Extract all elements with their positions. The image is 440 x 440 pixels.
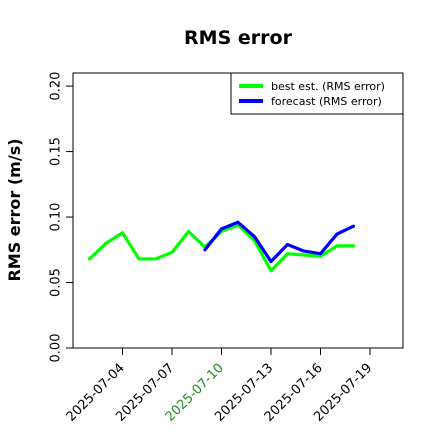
series-line-1 (203, 220, 356, 264)
y-tick-label-4: 0.20 (49, 72, 64, 101)
legend-box (230, 72, 404, 115)
series-1-point-0 (203, 248, 207, 252)
series-1-point-6 (302, 249, 306, 253)
series-0-point-6 (187, 230, 190, 233)
legend-label-0: best est. (RMS error) (271, 80, 385, 93)
series-1-point-4 (269, 260, 273, 263)
y-tick-label-3: 0.15 (49, 137, 64, 166)
series-0-point-2 (121, 231, 124, 235)
series-0-point-14 (319, 254, 322, 258)
series-0-point-0 (88, 257, 91, 261)
y-tick-label-1: 0.05 (49, 268, 64, 297)
series-0-point-15 (335, 244, 339, 248)
series-1-point-2 (236, 220, 240, 224)
series-0-point-13 (302, 253, 306, 257)
legend-label-1: forecast (RMS error) (271, 95, 382, 108)
y-axis-label: RMS error (m/s) (5, 138, 24, 281)
series-1-point-9 (352, 224, 355, 228)
series-1-point-8 (335, 232, 339, 236)
series-0-point-1 (104, 241, 108, 245)
y-tick-label-0: 0.00 (49, 334, 64, 363)
series-1-point-3 (253, 235, 256, 239)
x-axis: 2025-07-042025-07-072025-07-102025-07-13… (64, 348, 375, 425)
series-1-point-5 (286, 243, 289, 246)
series-0-point-11 (269, 269, 273, 273)
series-0-point-5 (170, 251, 174, 254)
series-0-point-16 (352, 244, 355, 248)
series-1-point-7 (319, 252, 322, 256)
series-1-point-1 (220, 227, 223, 231)
chart-title: RMS error (184, 27, 293, 49)
y-tick-label-2: 0.10 (49, 203, 64, 232)
y-axis: 0.00 0.05 0.10 0.15 0.20 (49, 72, 73, 363)
series-layer (87, 220, 356, 273)
series-0-point-12 (286, 252, 289, 256)
series-0-point-3 (137, 257, 141, 261)
legend: best est. (RMS error) forecast (RMS error… (230, 72, 404, 115)
series-0-point-4 (154, 257, 157, 261)
